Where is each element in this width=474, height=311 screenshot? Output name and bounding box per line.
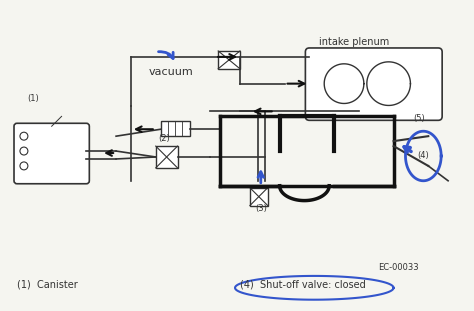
FancyBboxPatch shape: [305, 48, 442, 120]
Text: (1)  Canister: (1) Canister: [17, 280, 78, 290]
FancyBboxPatch shape: [161, 121, 191, 136]
FancyBboxPatch shape: [218, 51, 240, 69]
Text: intake plenum: intake plenum: [319, 37, 389, 47]
Text: (3): (3): [255, 203, 267, 212]
Text: (4): (4): [418, 151, 429, 160]
Text: (1): (1): [27, 95, 39, 104]
Text: vacuum: vacuum: [149, 67, 193, 77]
Text: EC-00033: EC-00033: [378, 263, 419, 272]
Text: (4)  Shut-off valve: closed: (4) Shut-off valve: closed: [240, 280, 366, 290]
Text: (2): (2): [159, 134, 171, 143]
FancyBboxPatch shape: [250, 188, 268, 206]
FancyBboxPatch shape: [14, 123, 89, 184]
FancyBboxPatch shape: [156, 146, 178, 168]
Text: (5): (5): [413, 114, 425, 123]
